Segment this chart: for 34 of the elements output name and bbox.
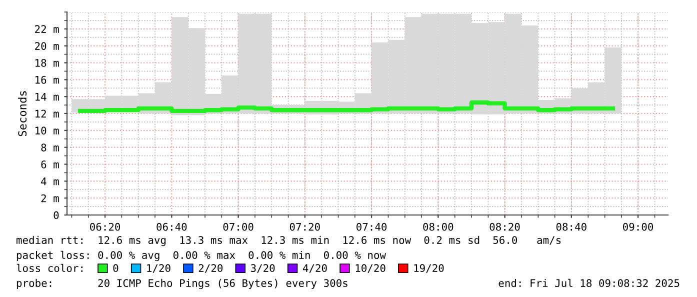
y-tick-label: 14 m xyxy=(36,92,59,101)
legend-label: 1/20 xyxy=(147,264,170,273)
y-tick-label: 22 m xyxy=(35,25,59,33)
x-tick-label: 08:20 xyxy=(490,222,520,231)
y-tick-label: 18 m xyxy=(36,59,59,67)
x-tick-label: 06:40 xyxy=(156,222,187,231)
text: end: Fri Jul 18 09:08:32 2025 xyxy=(498,278,680,288)
y-tick-label: 10 m xyxy=(36,126,59,135)
y-tick-label: 20 m xyxy=(35,42,59,50)
legend-label: 4/20 xyxy=(302,264,327,273)
legend-label: 2/20 xyxy=(198,264,223,273)
x-tick-label: 07:00 xyxy=(223,222,254,231)
text: packet loss: 0.00 % avg 0.00 % max 0.00 % min 0.00 % now xyxy=(16,250,386,262)
legend-label: 10/20 xyxy=(356,264,386,273)
y-tick-label: 16 m xyxy=(36,76,59,84)
y-tick-label: 4 m xyxy=(41,178,59,186)
x-tick-label: 07:40 xyxy=(356,222,387,231)
y-tick-label: 8 m xyxy=(41,144,59,152)
x-tick-label: 06:20 xyxy=(90,222,120,231)
y-tick-label: 12 m xyxy=(36,110,59,118)
y-axis-title: Seconds xyxy=(18,91,27,136)
y-tick-label: 0 xyxy=(54,211,59,220)
text: median rtt: 12.6 ms avg 13.3 ms max 12.3 ms min 12.6 ms now 0.2 ms sd 56.0 am/s xyxy=(16,236,561,246)
x-tick-label: 08:00 xyxy=(423,222,454,231)
text: probe: 20 ICMP Echo Pings (56 Bytes) every 300s xyxy=(16,278,348,290)
legend-label: 0 xyxy=(113,264,118,272)
legend-title: loss color: xyxy=(16,264,82,272)
y-tick-label: 6 m xyxy=(41,160,59,168)
x-tick-label: 08:40 xyxy=(556,222,586,231)
legend-label: 3/20 xyxy=(250,264,275,273)
y-tick-label: 2 m xyxy=(41,194,59,202)
legend-label: 19/20 xyxy=(414,264,444,273)
x-tick-label: 09:00 xyxy=(623,222,654,231)
x-tick-label: 07:20 xyxy=(290,222,320,231)
